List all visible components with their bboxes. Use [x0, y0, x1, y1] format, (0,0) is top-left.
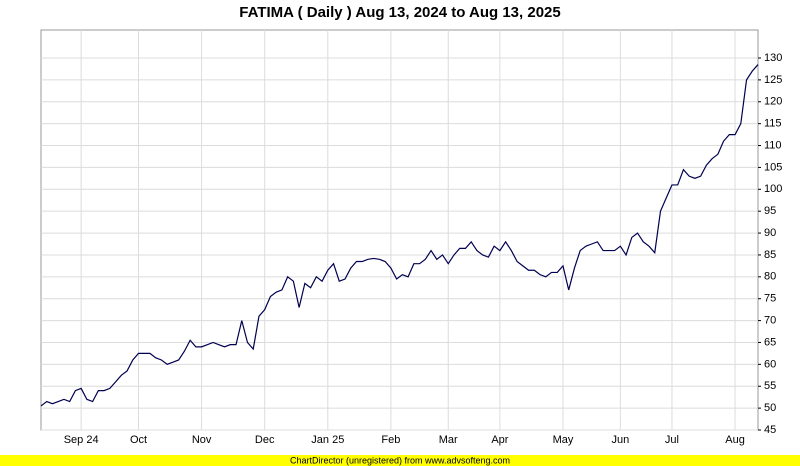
- x-tick-label: Aug: [725, 434, 745, 446]
- y-tick-label: 80: [764, 271, 776, 283]
- y-tick-label: 105: [764, 161, 782, 173]
- x-tick-label: Apr: [491, 434, 508, 446]
- y-tick-label: 120: [764, 96, 782, 108]
- x-tick-label: Jun: [611, 434, 629, 446]
- footer: ChartDirector (unregistered) from www.ad…: [290, 455, 510, 465]
- x-tick-label: Feb: [381, 434, 400, 446]
- x-tick-label: Nov: [192, 434, 212, 446]
- x-tick-label: Dec: [255, 434, 275, 446]
- y-tick-label: 130: [764, 52, 782, 64]
- y-tick-label: 110: [764, 139, 782, 151]
- y-tick-label: 85: [764, 249, 776, 261]
- x-tick-label: Jul: [665, 434, 679, 446]
- plot-area: [40, 29, 759, 431]
- y-tick-label: 55: [764, 380, 776, 392]
- x-tick-label: Mar: [439, 434, 458, 446]
- x-tick-label: May: [553, 434, 574, 446]
- y-tick-label: 50: [764, 402, 776, 414]
- y-tick-label: 60: [764, 358, 776, 370]
- y-tick-label: 65: [764, 336, 776, 348]
- y-tick-label: 45: [764, 424, 776, 436]
- y-tick-label: 100: [764, 183, 782, 195]
- price-line: [40, 64, 759, 407]
- y-tick-label: 70: [764, 314, 776, 326]
- footer-band: [0, 455, 800, 466]
- y-tick-label: 115: [764, 118, 782, 130]
- chart-title: FATIMA ( Daily ) Aug 13, 2024 to Aug 13,…: [239, 4, 560, 21]
- y-tick-label: 75: [764, 293, 776, 305]
- y-tick-label: 90: [764, 227, 776, 239]
- x-tick-label: Oct: [130, 434, 147, 446]
- x-tick-label: Sep 24: [64, 434, 99, 446]
- x-tick-label: Jan 25: [311, 434, 344, 446]
- y-tick-label: 125: [764, 74, 782, 86]
- y-tick-label: 95: [764, 205, 776, 217]
